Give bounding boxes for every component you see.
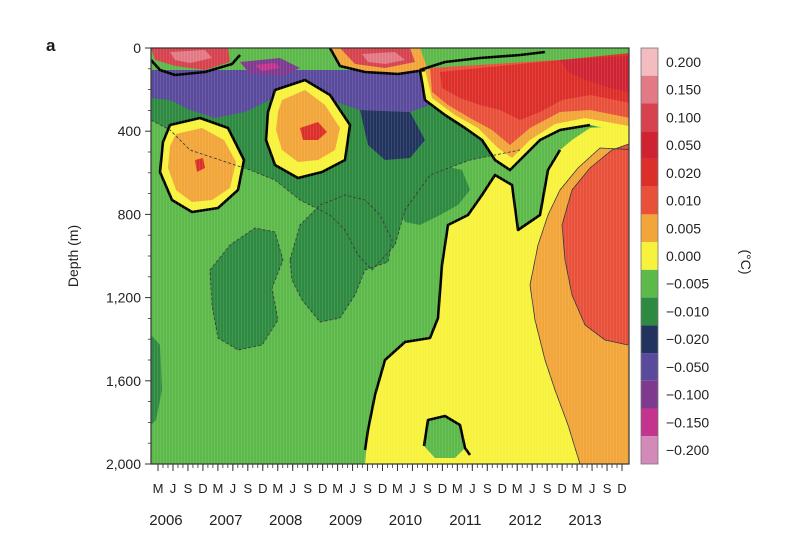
colorbar-swatch — [641, 103, 658, 132]
panel-label: a — [46, 36, 56, 55]
x-month-label: J — [170, 481, 177, 496]
colorbar-level-label: 0.020 — [666, 165, 701, 181]
y-axis: 0 400 800 1,200 1,600 2,000 — [106, 40, 151, 472]
colorbar-level-label: −0.200 — [666, 442, 709, 458]
x-month-label: D — [318, 481, 327, 496]
colorbar-level-label: 0.100 — [666, 109, 701, 125]
x-month-label: M — [392, 481, 403, 496]
x-month-label: M — [212, 481, 223, 496]
x-month-label: D — [617, 481, 626, 496]
x-month-label: M — [512, 481, 523, 496]
colorbar-level-label: 0.150 — [666, 82, 701, 98]
x-month-label: S — [184, 481, 193, 496]
colorbar-level-label: 0.010 — [666, 193, 701, 209]
x-month-label: S — [483, 481, 492, 496]
y-tick-label: 1,600 — [106, 373, 141, 389]
y-tick-label: 1,200 — [106, 290, 141, 306]
colorbar-level-label: −0.100 — [666, 387, 709, 403]
colorbar-swatch — [641, 380, 658, 409]
colorbar-swatch — [641, 158, 658, 187]
colorbar-level-label: −0.005 — [666, 276, 709, 292]
colorbar-level-label: 0.000 — [666, 248, 701, 264]
x-month-label: D — [258, 481, 267, 496]
colorbar-swatch — [641, 48, 658, 76]
x-month-label: M — [572, 481, 583, 496]
colorbar-swatch — [641, 408, 658, 437]
colorbar-level-label: 0.005 — [666, 220, 701, 236]
x-year-label: 2010 — [389, 512, 422, 529]
colorbar-swatch — [641, 214, 658, 243]
y-tick-label: 800 — [118, 206, 142, 222]
x-month-label: M — [272, 481, 283, 496]
x-month-label: D — [498, 481, 507, 496]
x-month-label: M — [332, 481, 343, 496]
x-month-label: D — [198, 481, 207, 496]
colorbar-swatch — [641, 353, 658, 381]
x-year-label: 2011 — [449, 512, 481, 529]
x-year-label: 2009 — [329, 512, 362, 529]
x-month-label: J — [409, 481, 416, 496]
x-month-label: S — [303, 481, 312, 496]
colorbar-swatch — [641, 186, 658, 215]
y-axis-label: Depth (m) — [65, 225, 81, 287]
x-month-label: D — [378, 481, 387, 496]
colorbar-label: (°C) — [738, 249, 754, 274]
x-month-label: J — [589, 481, 596, 496]
x-month-label: D — [557, 481, 566, 496]
y-tick-label: 0 — [133, 40, 141, 56]
y-tick-label: 2,000 — [106, 456, 141, 472]
colorbar-level-label: 0.050 — [666, 137, 701, 153]
colorbar-swatch — [641, 131, 658, 159]
texture-overlay — [151, 48, 629, 464]
colorbar-level-label: −0.020 — [666, 331, 709, 347]
x-month-label: D — [438, 481, 447, 496]
x-month-label: J — [230, 481, 237, 496]
x-month-label: J — [289, 481, 296, 496]
colorbar-level-label: 0.200 — [666, 54, 701, 70]
x-year-label: 2012 — [509, 512, 542, 529]
colorbar-swatch — [641, 242, 658, 270]
x-month-label: J — [469, 481, 476, 496]
colorbar-swatch — [641, 75, 658, 104]
colorbar-swatch — [641, 269, 658, 298]
colorbar-swatch — [641, 325, 658, 354]
x-year-label: 2007 — [209, 512, 242, 529]
x-month-label: M — [452, 481, 463, 496]
x-month-label: S — [423, 481, 432, 496]
x-month-label: J — [349, 481, 356, 496]
colorbar-frame — [640, 47, 659, 465]
x-month-label: J — [529, 481, 536, 496]
colorbar-level-label: −0.150 — [666, 414, 709, 430]
x-month-label: S — [543, 481, 552, 496]
colorbar: 0.200 0.150 0.100 0.050 0.020 0.010 0.005 0.000… — [640, 47, 709, 465]
x-month-label: S — [243, 481, 252, 496]
colorbar-level-label: −0.010 — [666, 303, 709, 319]
colorbar-swatch — [641, 297, 658, 326]
colorbar-level-label: −0.050 — [666, 359, 709, 375]
colorbar-swatch — [641, 436, 658, 464]
x-year-label: 2013 — [568, 512, 601, 529]
plot-area — [151, 48, 629, 464]
x-month-label: S — [603, 481, 612, 496]
x-year-label: 2008 — [269, 512, 302, 529]
x-month-label: S — [363, 481, 372, 496]
x-year-label: 2006 — [149, 512, 182, 529]
x-month-label: M — [153, 481, 164, 496]
y-tick-label: 400 — [118, 123, 142, 139]
